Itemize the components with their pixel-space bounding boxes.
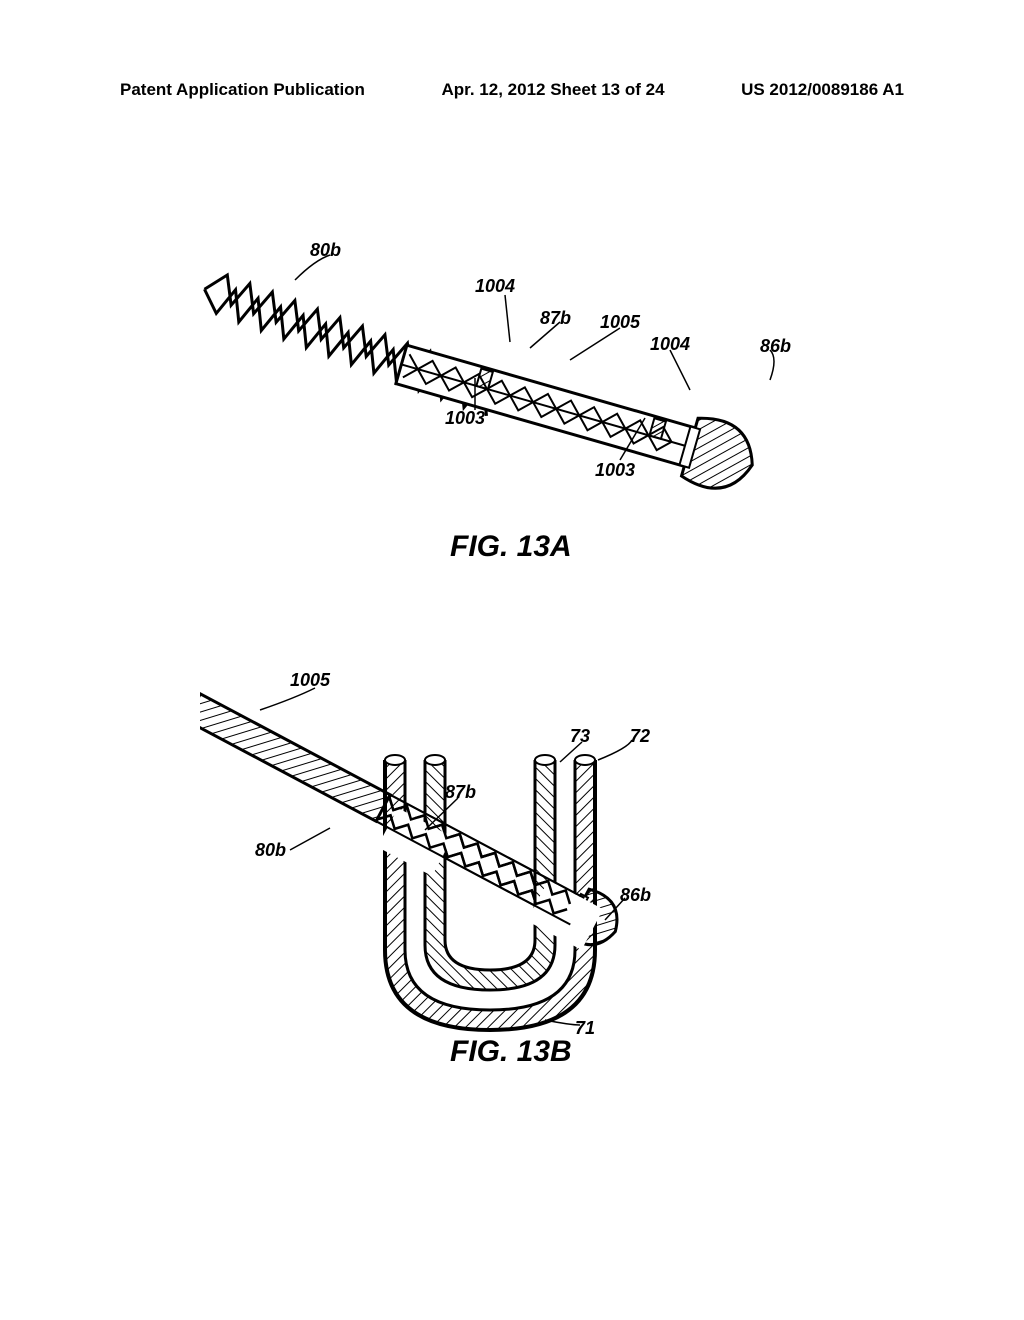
ref-73-b: 73 — [570, 726, 590, 747]
header-left: Patent Application Publication — [120, 80, 365, 100]
page-header: Patent Application Publication Apr. 12, … — [0, 80, 1024, 100]
figure-13a-drawing — [200, 250, 850, 500]
ref-80b-a: 80b — [310, 240, 341, 261]
figure-13a-label: FIG. 13A — [450, 530, 572, 564]
ref-86b-a: 86b — [760, 336, 791, 357]
header-right: US 2012/0089186 A1 — [741, 80, 904, 100]
figure-13b-label: FIG. 13B — [450, 1035, 572, 1069]
ref-80b-b: 80b — [255, 840, 286, 861]
ref-1004-a2: 1004 — [650, 334, 690, 355]
ref-1003-a1: 1003 — [445, 408, 485, 429]
ref-1005-b: 1005 — [290, 670, 330, 691]
ref-1003-a2: 1003 — [595, 460, 635, 481]
ref-1005-a: 1005 — [600, 312, 640, 333]
ref-87b-b: 87b — [445, 782, 476, 803]
figure-13b: 1005 73 72 87b 80b 86b 71 — [200, 670, 740, 1070]
figure-13b-drawing — [200, 670, 740, 1070]
ref-1004-a1: 1004 — [475, 276, 515, 297]
ref-72-b: 72 — [630, 726, 650, 747]
ref-86b-b: 86b — [620, 885, 651, 906]
figure-13a: 80b 1004 87b 1005 1004 86b 1003 1003 — [200, 250, 850, 500]
header-center: Apr. 12, 2012 Sheet 13 of 24 — [442, 80, 665, 100]
ref-71-b: 71 — [575, 1018, 595, 1039]
ref-87b-a: 87b — [540, 308, 571, 329]
